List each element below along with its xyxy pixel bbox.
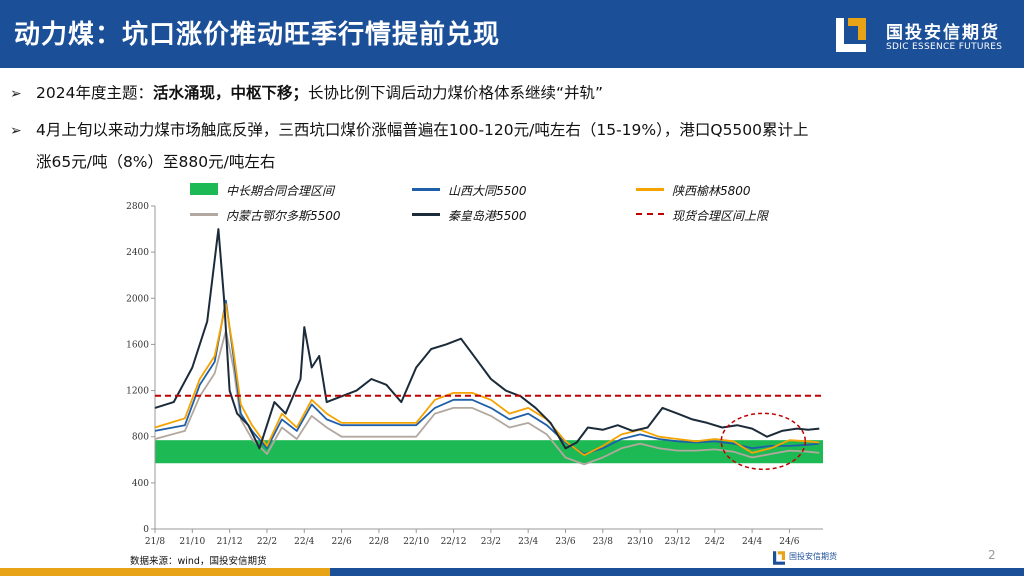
legend-label-ordos: 内蒙古鄂尔多斯5500: [226, 209, 341, 223]
y-tick-label: 2800: [126, 202, 149, 212]
legend-swatch-qhd: [412, 213, 440, 216]
legend-swatch-datong: [412, 188, 440, 191]
page-title: 动力煤：坑口涨价推动旺季行情提前兑现: [14, 20, 501, 50]
coal-price-line-chart: 0 400 800 1200 1600 2000 2400 2800 21/8 21/10 21/1…: [126, 202, 823, 547]
x-tick-label: 22/8: [369, 537, 389, 547]
footer-logo: 国投安信期货: [773, 548, 837, 568]
y-tick-label: 2400: [126, 248, 149, 258]
legend-label-band: 中长期合同合理区间: [226, 184, 335, 198]
legend-label-yulin: 陕西榆林5800: [672, 184, 751, 198]
x-tick-label: 24/4: [742, 537, 762, 547]
x-tick-label: 21/8: [145, 537, 165, 547]
x-tick-label: 22/4: [294, 537, 314, 547]
x-tick-label: 21/12: [217, 537, 243, 547]
header-bar: 动力煤：坑口涨价推动旺季行情提前兑现 国投安信期货 SDIC ESSENCE F…: [0, 0, 1024, 68]
bullet-market-line1: 4月上旬以来动力煤市场触底反弹，三西坑口煤价涨幅普遍在100-120元/吨左右（…: [36, 121, 809, 139]
y-tick-label: 800: [132, 433, 149, 443]
bullet-theme-prefix: 2024年度主题：: [36, 84, 153, 102]
legend-swatch-yulin: [636, 188, 664, 191]
x-tick-label: 21/10: [179, 537, 205, 547]
y-tick-label: 2000: [126, 294, 149, 304]
logo-mark-icon: [836, 18, 866, 52]
bullet-theme-suffix: 长协比例下调后动力煤价格体系继续“并轨”: [307, 84, 604, 102]
x-tick-label: 23/6: [555, 537, 575, 547]
logo-text-cn: 国投安信期货: [886, 23, 1000, 43]
footer-logo-text: 国投安信期货: [789, 552, 837, 561]
company-logo: 国投安信期货 SDIC ESSENCE FUTURES: [836, 14, 1016, 60]
bullet-theme-bold: 活水涌现，中枢下移；: [152, 84, 308, 102]
x-tick-label: 23/12: [664, 537, 690, 547]
series-line-yulin: [154, 303, 820, 457]
bullet-market-line2: 涨65元/吨（8%）至880元/吨左右: [36, 153, 276, 171]
legend-swatch-band: [190, 183, 218, 195]
x-tick-label: 22/6: [331, 537, 351, 547]
bullet-arrow-icon: ➢: [10, 86, 22, 102]
series-line-qhd: [154, 228, 820, 450]
footer-bar: [0, 568, 1024, 576]
y-tick-label: 400: [132, 479, 149, 489]
x-tick-label: 23/10: [627, 537, 653, 547]
footer-logo-mark-icon: [773, 551, 785, 565]
highlight-ellipse: [720, 412, 807, 471]
bullet-theme: ➢ 2024年度主题：活水涌现，中枢下移；长协比例下调后动力煤价格体系继续“并轨”: [10, 78, 1014, 110]
chart-legend: 中长期合同合理区间 山西大同5500 陕西榆林5800 内蒙古鄂尔多斯5500 …: [190, 178, 850, 226]
footer-accent: [0, 568, 330, 576]
contract-range-band: [155, 440, 823, 464]
x-tick-label: 24/6: [779, 537, 799, 547]
x-tick-label: 23/2: [481, 537, 501, 547]
page-number: 2: [988, 548, 996, 562]
legend-swatch-ordos: [190, 213, 218, 216]
legend-label-datong: 山西大同5500: [448, 184, 527, 198]
y-tick-label: 1200: [126, 387, 149, 397]
legend-label-qhd: 秦皇岛港5500: [448, 209, 527, 223]
x-tick-label: 23/8: [593, 537, 613, 547]
data-source-note: 数据来源：wind，国投安信期货: [130, 556, 267, 567]
x-tick-label: 22/2: [257, 537, 277, 547]
x-tick-label: 24/2: [705, 537, 725, 547]
series-line-ordos: [154, 329, 820, 466]
x-tick-label: 22/10: [403, 537, 429, 547]
bullet-arrow-icon: ➢: [10, 123, 22, 139]
legend-label-reference: 现货合理区间上限: [672, 209, 769, 223]
legend-swatch-reference: [636, 213, 664, 215]
x-tick-label: 23/4: [518, 537, 538, 547]
x-tick-label: 22/12: [441, 537, 467, 547]
y-tick-label: 1600: [126, 340, 149, 350]
series-line-datong: [154, 299, 820, 455]
y-tick-label: 0: [143, 525, 149, 535]
logo-text-en: SDIC ESSENCE FUTURES: [886, 42, 1003, 52]
bullet-market: ➢ 4月上旬以来动力煤市场触底反弹，三西坑口煤价涨幅普遍在100-120元/吨左右…: [10, 115, 1014, 178]
